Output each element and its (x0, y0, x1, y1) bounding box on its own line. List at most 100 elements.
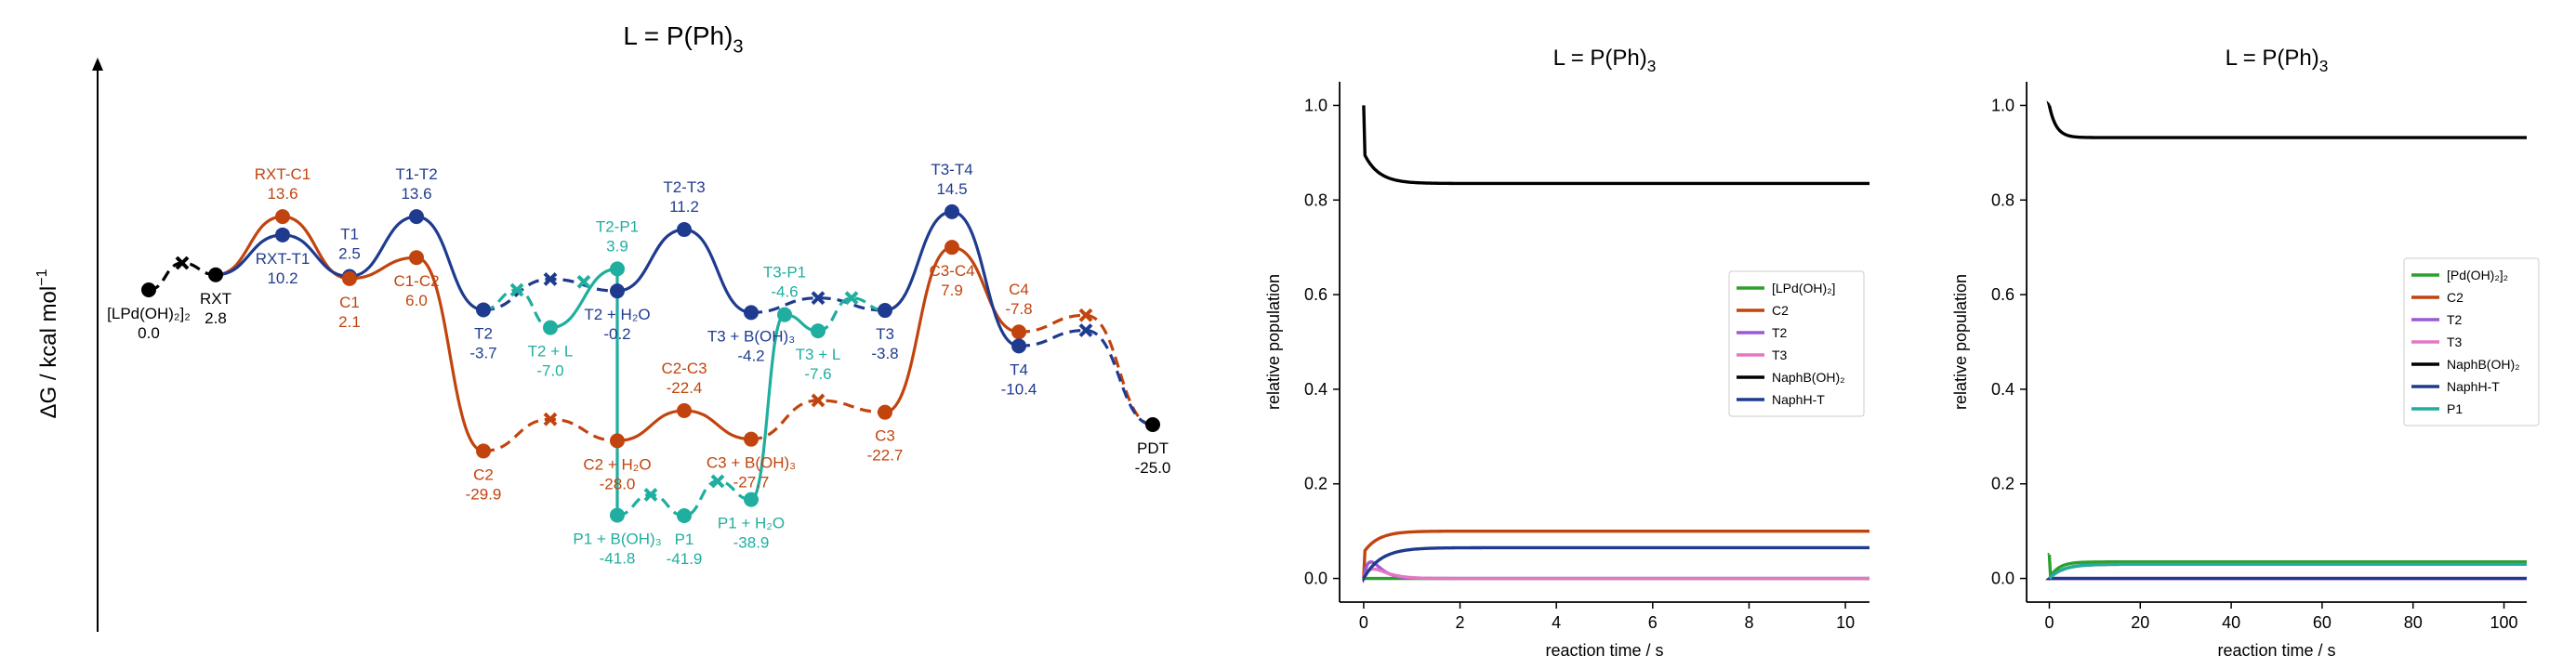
state-value: -22.4 (667, 379, 703, 397)
state-point (610, 283, 625, 299)
y-tick-label: 1.0 (1991, 96, 2015, 114)
state-label: RXT-C1 (255, 165, 310, 183)
kinetics-title-1: L = P(Ph)3 (1553, 46, 1657, 75)
state-point (677, 402, 692, 418)
state-label: C3 + B(OH)₃ (707, 454, 796, 472)
state-value: 2.8 (205, 309, 227, 327)
x-tick-label: 100 (2490, 613, 2518, 632)
kinetics-title-2-main: L = P(Ph) (2226, 46, 2319, 71)
y-tick-label: 0.2 (1991, 475, 2015, 493)
state-label: C2-C3 (661, 360, 707, 377)
state-point (878, 303, 892, 319)
state-label: PDT (1137, 439, 1169, 457)
transition-marker (543, 412, 558, 426)
kinetics-title-1-sub: 3 (1647, 57, 1657, 75)
pathway-blue-12 (1018, 328, 1154, 426)
legend-entry: NaphB(OH)₂ (1772, 370, 1845, 385)
state-point (342, 270, 357, 286)
energy-title: L = P(Ph)3 (623, 21, 743, 57)
y-axis-label: relative population (1264, 274, 1283, 410)
transition-marker (509, 282, 524, 297)
y-axis-label-main: ΔG / kcal mol (36, 286, 61, 419)
state-value: -7.8 (1005, 300, 1032, 318)
transition-marker (710, 474, 725, 489)
state-label: P1 + H₂O (718, 515, 785, 532)
transition-marker (811, 393, 826, 408)
state-value: -41.9 (667, 550, 703, 568)
state-point (1011, 324, 1026, 340)
legend-entry: [Pd(OH)₂]₂ (2447, 268, 2508, 282)
pathway-teal-17 (817, 296, 886, 333)
state-label: T2 + L (528, 343, 574, 361)
state-label: C3-C4 (929, 262, 974, 280)
state-label: T3 + B(OH)₃ (707, 327, 795, 345)
series-line (2047, 554, 2527, 582)
kinetics-panel-10s: 0.0 0.2 0.4 0.6 0.8 1.0 0 2 4 6 8 10 reaction time /… (1264, 46, 1869, 660)
legend-entry: C2 (1772, 303, 1789, 318)
state-value: -28.0 (600, 475, 636, 492)
x-tick-label: 40 (2222, 613, 2240, 632)
state-point (610, 433, 625, 449)
y-tick-label: 0.8 (1991, 190, 2015, 209)
state-value: -41.8 (600, 549, 636, 567)
state-label: P1 + B(OH)₃ (573, 530, 661, 547)
state-value: 13.6 (267, 185, 297, 203)
state-value: -4.6 (771, 283, 798, 301)
y-tick-label: 0.6 (1991, 285, 2015, 304)
y-tick-label: 0.2 (1304, 475, 1328, 493)
state-value: 6.0 (405, 292, 428, 309)
state-value: -4.2 (737, 347, 764, 364)
state-label: T2 (474, 324, 493, 342)
state-point (945, 203, 959, 219)
state-point (275, 209, 290, 225)
state-label: T2-P1 (596, 217, 639, 235)
legend-entry: T2 (1772, 325, 1788, 340)
state-value: 11.2 (669, 198, 699, 216)
state-point (476, 443, 491, 459)
pathway-black-0 (148, 261, 217, 292)
state-point (476, 302, 491, 318)
series-line (2047, 105, 2527, 139)
state-value: 2.1 (338, 313, 361, 331)
y-tick-label: 0.4 (1304, 380, 1328, 399)
series-line (2047, 562, 2527, 583)
y-axis-label: relative population (1951, 274, 1970, 410)
transition-marker (844, 291, 859, 306)
series-line (1362, 105, 1869, 186)
state-value: 7.9 (941, 282, 963, 299)
pathway-blue-7 (215, 215, 484, 312)
x-tick-label: 10 (1836, 613, 1855, 632)
x-tick-label: 80 (2404, 613, 2423, 632)
x-axis-label: reaction time / s (1545, 641, 1663, 660)
legend: [LPd(OH)₂] C2 T2 T3 NaphB(OH)₂ NaphH-T (1728, 270, 1865, 417)
state-label: P1 (675, 531, 694, 548)
legend-entry: T2 (2447, 312, 2463, 327)
state-value: -38.9 (733, 534, 770, 552)
state-label: C3 (875, 427, 895, 445)
state-label: RXT-T1 (256, 250, 310, 268)
series-line (1362, 529, 1869, 579)
y-tick-label: 0.0 (1991, 570, 2015, 588)
state-value: 13.6 (401, 185, 431, 203)
legend-entry: NaphH-T (2447, 379, 2500, 394)
transition-marker (543, 271, 558, 286)
pathway-teal-15 (616, 479, 752, 518)
y-axis-label: ΔG / kcal mol−1 (34, 269, 61, 418)
state-label: [LPd(OH)₂]₂ (107, 305, 191, 322)
y-tick-label: 0.0 (1304, 570, 1328, 588)
energy-title-sub: 3 (733, 36, 743, 57)
state-value: -29.9 (466, 485, 502, 503)
series-line (1362, 567, 1869, 581)
state-point (1011, 338, 1026, 354)
transition-marker (1078, 308, 1093, 322)
pathway-blue-9 (616, 228, 752, 314)
state-point (744, 492, 759, 507)
state-value: -22.7 (867, 447, 904, 465)
state-point (610, 507, 625, 523)
state-point (677, 508, 692, 524)
state-point (744, 305, 759, 321)
state-point (409, 250, 424, 266)
state-value: 3.9 (606, 237, 628, 255)
legend-entry: T3 (2447, 334, 2463, 349)
